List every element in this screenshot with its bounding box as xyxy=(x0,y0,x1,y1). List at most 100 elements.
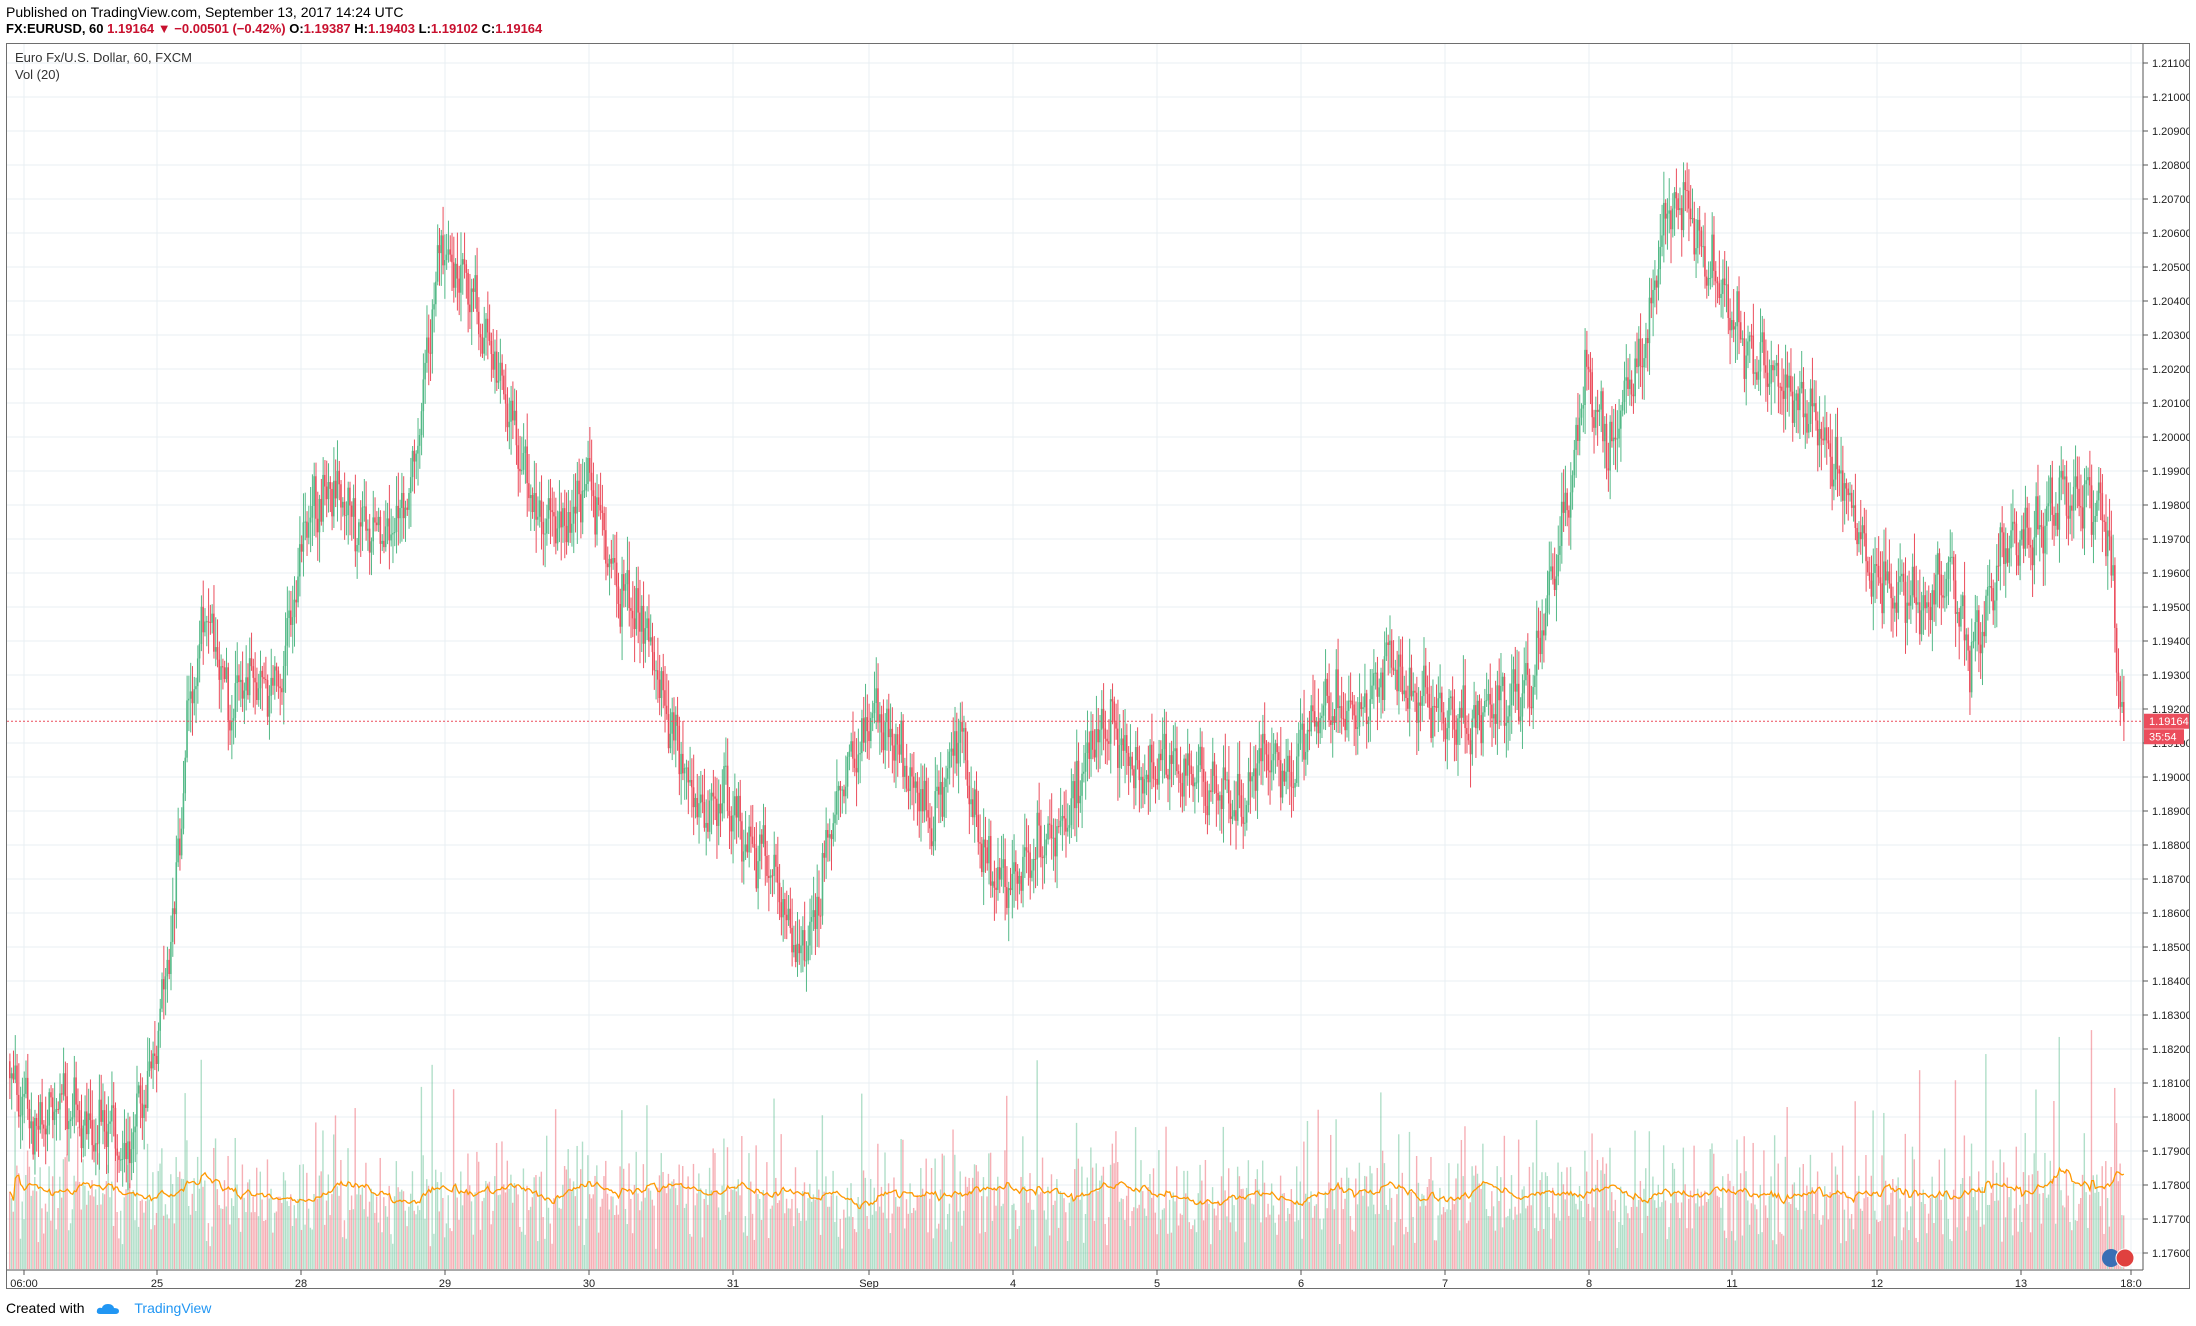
volume-bar xyxy=(742,1232,745,1269)
candle-body xyxy=(506,403,509,428)
candle-body xyxy=(334,480,337,499)
candle-body xyxy=(585,484,587,491)
volume-bar xyxy=(1462,1176,1464,1269)
time-tick-label: 06:00 xyxy=(10,1278,38,1288)
volume-bar xyxy=(995,1205,997,1269)
volume-bar xyxy=(1560,1171,1563,1269)
candle-body xyxy=(1229,803,1232,819)
volume-bar xyxy=(325,1200,328,1269)
candle-body xyxy=(2031,547,2034,566)
volume-bar xyxy=(1587,1203,1590,1269)
volume-bar xyxy=(726,1147,729,1269)
volume-bar xyxy=(1582,1217,1584,1269)
candle-body xyxy=(1288,755,1291,772)
volume-bar xyxy=(2072,1183,2075,1269)
chart-frame[interactable]: 1.21100 1.21000 1.20900 1.20800 1.20700 1.206… xyxy=(6,43,2196,1290)
candle-body xyxy=(1367,720,1370,725)
volume-bar xyxy=(1893,1236,1896,1269)
volume-bar xyxy=(569,1178,571,1269)
candle-body xyxy=(350,505,353,517)
volume-bar xyxy=(1066,1241,1069,1269)
volume-bar xyxy=(2081,1174,2084,1269)
volume-bar xyxy=(979,1233,981,1269)
volume-bar xyxy=(1911,1146,1914,1269)
volume-bar xyxy=(479,1229,482,1269)
volume-bar xyxy=(515,1185,517,1269)
candle-body xyxy=(656,670,659,680)
volume-bar xyxy=(2090,1030,2093,1269)
volume-bar xyxy=(293,1205,296,1269)
volume-bar xyxy=(1414,1242,1416,1269)
candle-body xyxy=(1519,716,1522,721)
symbol-label[interactable]: FX:EURUSD, 60 xyxy=(6,21,104,36)
candle-body xyxy=(2060,470,2062,478)
volume-bar xyxy=(1865,1154,1867,1269)
candle-body xyxy=(735,796,738,818)
volume-bar xyxy=(1358,1162,1361,1269)
candle-body xyxy=(248,658,251,696)
volume-bar xyxy=(2046,1197,2048,1269)
candle-body xyxy=(746,844,749,853)
candle-body xyxy=(810,917,813,922)
volume-bar xyxy=(1297,1220,1300,1269)
candle-body xyxy=(1960,606,1962,627)
volume-bar xyxy=(463,1193,466,1269)
candle-body xyxy=(1723,278,1726,285)
candle-body xyxy=(234,683,237,719)
candle-body xyxy=(1344,718,1346,731)
candle-body xyxy=(1841,470,1844,501)
candle-body xyxy=(1390,640,1393,668)
candle-body xyxy=(1120,738,1123,746)
candle-body xyxy=(1747,341,1749,356)
volume-bar xyxy=(268,1198,270,1269)
candle-body xyxy=(153,1053,156,1056)
volume-bar xyxy=(2020,1222,2023,1269)
volume-bar xyxy=(1399,1219,1402,1269)
candle-body xyxy=(1530,706,1533,709)
volume-bar xyxy=(608,1209,611,1269)
volume-bar xyxy=(2112,1179,2114,1269)
volume-bar xyxy=(1211,1187,1214,1269)
candle-body xyxy=(1639,338,1642,367)
volume-bar xyxy=(119,1210,122,1269)
candle-body xyxy=(1621,401,1624,411)
volume-bar xyxy=(1279,1175,1282,1269)
candle-body xyxy=(1473,705,1475,719)
candle-body xyxy=(2008,548,2011,563)
volume-bar xyxy=(993,1187,995,1269)
candle-body xyxy=(1342,718,1345,720)
candle-body xyxy=(32,1121,34,1155)
volume-bar xyxy=(798,1212,800,1269)
volume-bar xyxy=(1682,1147,1685,1269)
candle-body xyxy=(379,516,382,544)
flag-icon[interactable] xyxy=(2102,1248,2135,1268)
volume-bar xyxy=(367,1216,369,1269)
candle-body xyxy=(474,275,476,292)
volume-bar xyxy=(1321,1229,1323,1269)
candle-body xyxy=(204,621,206,633)
price-tick-label: 1.18900 xyxy=(2152,806,2189,818)
volume-bar xyxy=(69,1223,72,1269)
price-tick-label: 1.18800 xyxy=(2152,840,2189,852)
candle-body xyxy=(354,498,357,552)
volume-bar xyxy=(1213,1208,1216,1269)
candle-body xyxy=(189,691,192,699)
candle-body xyxy=(1208,790,1210,816)
candlestick-chart[interactable]: 1.211001.210001.209001.208001.207001.206… xyxy=(7,44,2196,1290)
candle-body xyxy=(844,786,847,797)
volume-bar xyxy=(1346,1167,1348,1269)
candle-body xyxy=(821,852,824,916)
candle-body xyxy=(193,689,195,704)
candle-body xyxy=(1943,596,1946,598)
candle-body xyxy=(531,495,534,513)
tradingview-link[interactable]: TradingView xyxy=(134,1300,212,1316)
candle-body xyxy=(1924,595,1926,609)
candle-body xyxy=(1933,590,1935,605)
volume-bar xyxy=(1510,1175,1513,1269)
volume-bar xyxy=(2080,1197,2082,1269)
candle-body xyxy=(408,493,410,510)
volume-bar xyxy=(782,1189,784,1269)
candle-body xyxy=(1797,393,1799,411)
volume-bar xyxy=(1929,1197,1932,1269)
time-tick-label: 4 xyxy=(1010,1278,1016,1288)
